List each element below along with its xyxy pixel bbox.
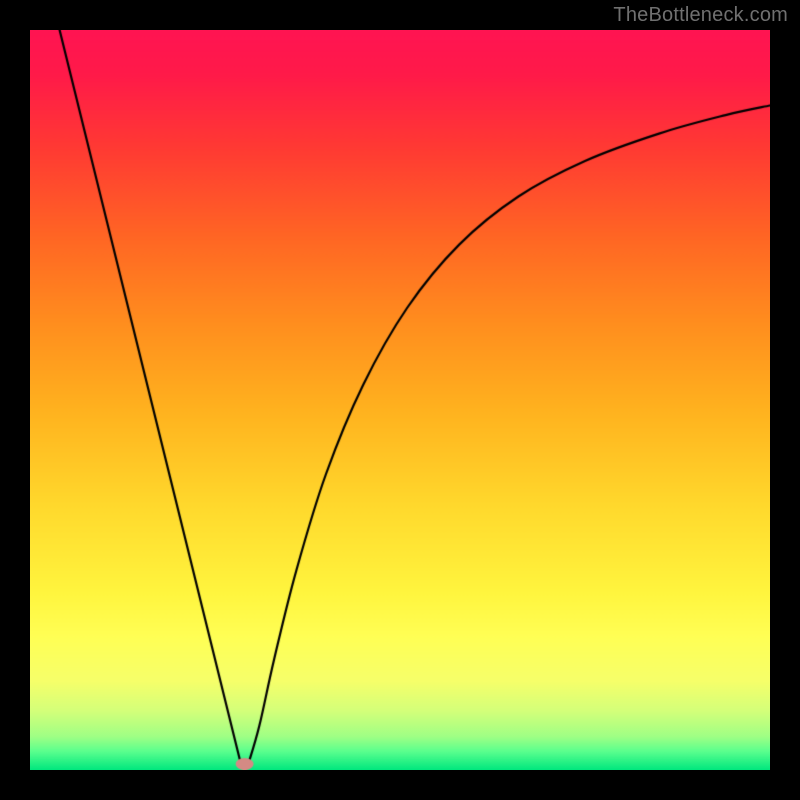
watermark-text: TheBottleneck.com xyxy=(613,4,788,27)
chart-canvas xyxy=(30,30,770,770)
chart-plot-area xyxy=(30,30,770,770)
